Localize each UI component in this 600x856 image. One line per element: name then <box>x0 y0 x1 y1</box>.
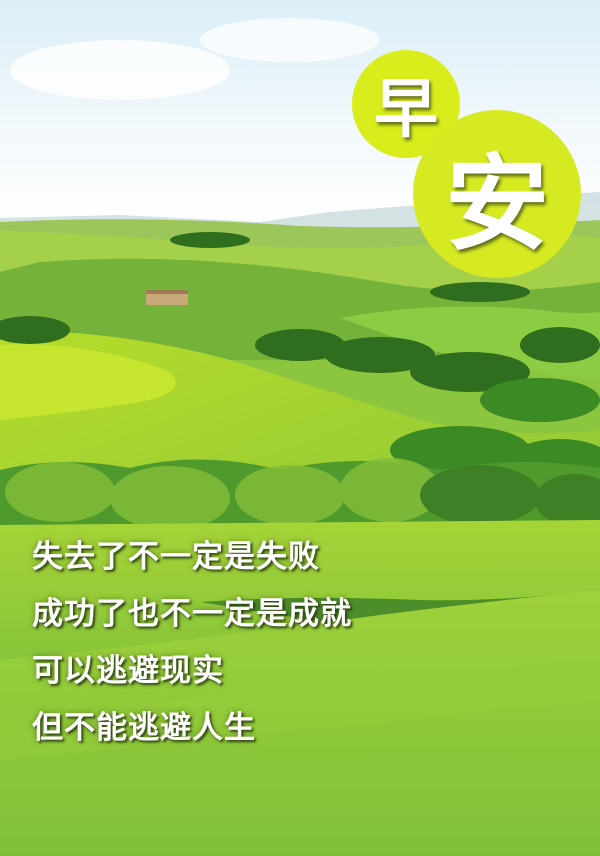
poem-line-1: 失去了不一定是失败 <box>32 539 320 575</box>
greeting-char-zao: 早 <box>374 73 438 147</box>
poem-line-3: 可以逃避现实 <box>32 653 224 689</box>
greeting-badge-an: 安 <box>413 110 581 278</box>
poem-line-4: 但不能逃避人生 <box>32 710 256 746</box>
tree-lines <box>0 232 600 392</box>
poem-line-2: 成功了也不一定是成就 <box>32 596 352 632</box>
greeting-char-an: 安 <box>444 142 549 265</box>
farmhouse <box>146 293 188 305</box>
poem-text: 失去了不一定是失败 成功了也不一定是成就 可以逃避现实 但不能逃避人生 <box>32 540 592 768</box>
